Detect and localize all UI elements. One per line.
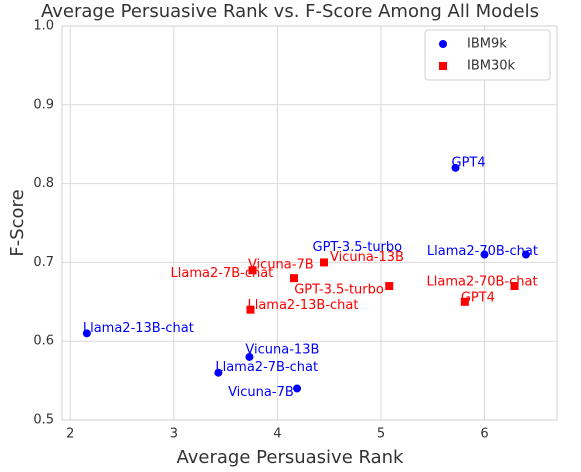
point-label: Llama2-7B-chat <box>171 266 274 281</box>
marker-square <box>319 258 328 267</box>
point-label: Llama2-13B-chat <box>83 321 194 336</box>
marker-square <box>289 274 298 283</box>
marker-square <box>248 266 257 275</box>
marker-circle <box>245 352 254 361</box>
point-label: GPT-3.5-turbo <box>294 283 384 298</box>
marker-circle <box>480 250 489 259</box>
y-tick-label: 0.8 <box>33 176 54 191</box>
marker-circle <box>82 329 91 338</box>
legend-box <box>424 29 551 81</box>
y-tick-label: 1.0 <box>33 19 54 34</box>
marker-circle <box>214 368 223 377</box>
point-label: Vicuna-7B <box>248 258 314 273</box>
marker-circle <box>521 250 530 259</box>
marker-square <box>460 297 469 306</box>
point-label: Vicuna-13B <box>245 342 319 357</box>
point-label: Llama2-7B-chat <box>215 360 318 375</box>
y-axis-label: F-Score <box>7 189 28 256</box>
x-tick-label: 5 <box>377 427 385 442</box>
point-label: GPT4 <box>461 290 495 305</box>
x-tick-label: 3 <box>170 427 178 442</box>
point-label: Vicuna-7B <box>228 385 294 400</box>
chart-title: Average Persuasive Rank vs. F-Score Amon… <box>41 1 539 22</box>
y-tick-label: 0.7 <box>33 255 54 270</box>
legend-label: IBM9k <box>467 37 507 52</box>
x-tick-label: 6 <box>480 427 488 442</box>
y-tick-label: 0.9 <box>33 97 54 112</box>
marker-square <box>385 282 394 291</box>
legend-label: IBM30k <box>467 59 516 74</box>
x-axis-label: Average Persuasive Rank <box>177 447 405 468</box>
point-label: Llama2-70B-chat <box>427 244 538 259</box>
point-label: Vicuna-13B <box>330 250 404 265</box>
point-label: Llama2-70B-chat <box>427 275 538 290</box>
marker-square <box>510 282 519 291</box>
plot-frame <box>61 25 558 421</box>
marker-square <box>246 305 255 314</box>
marker-square <box>439 62 447 70</box>
marker-circle <box>451 163 460 172</box>
marker-circle <box>439 40 447 48</box>
marker-circle <box>293 384 302 393</box>
point-label: GPT-3.5-turbo <box>313 240 403 255</box>
x-tick-label: 2 <box>66 427 74 442</box>
y-tick-label: 0.6 <box>33 334 54 349</box>
point-label: GPT4 <box>452 155 486 170</box>
y-tick-label: 0.5 <box>33 413 54 428</box>
point-label: Llama2-13B-chat <box>247 298 358 313</box>
x-tick-label: 4 <box>273 427 281 442</box>
